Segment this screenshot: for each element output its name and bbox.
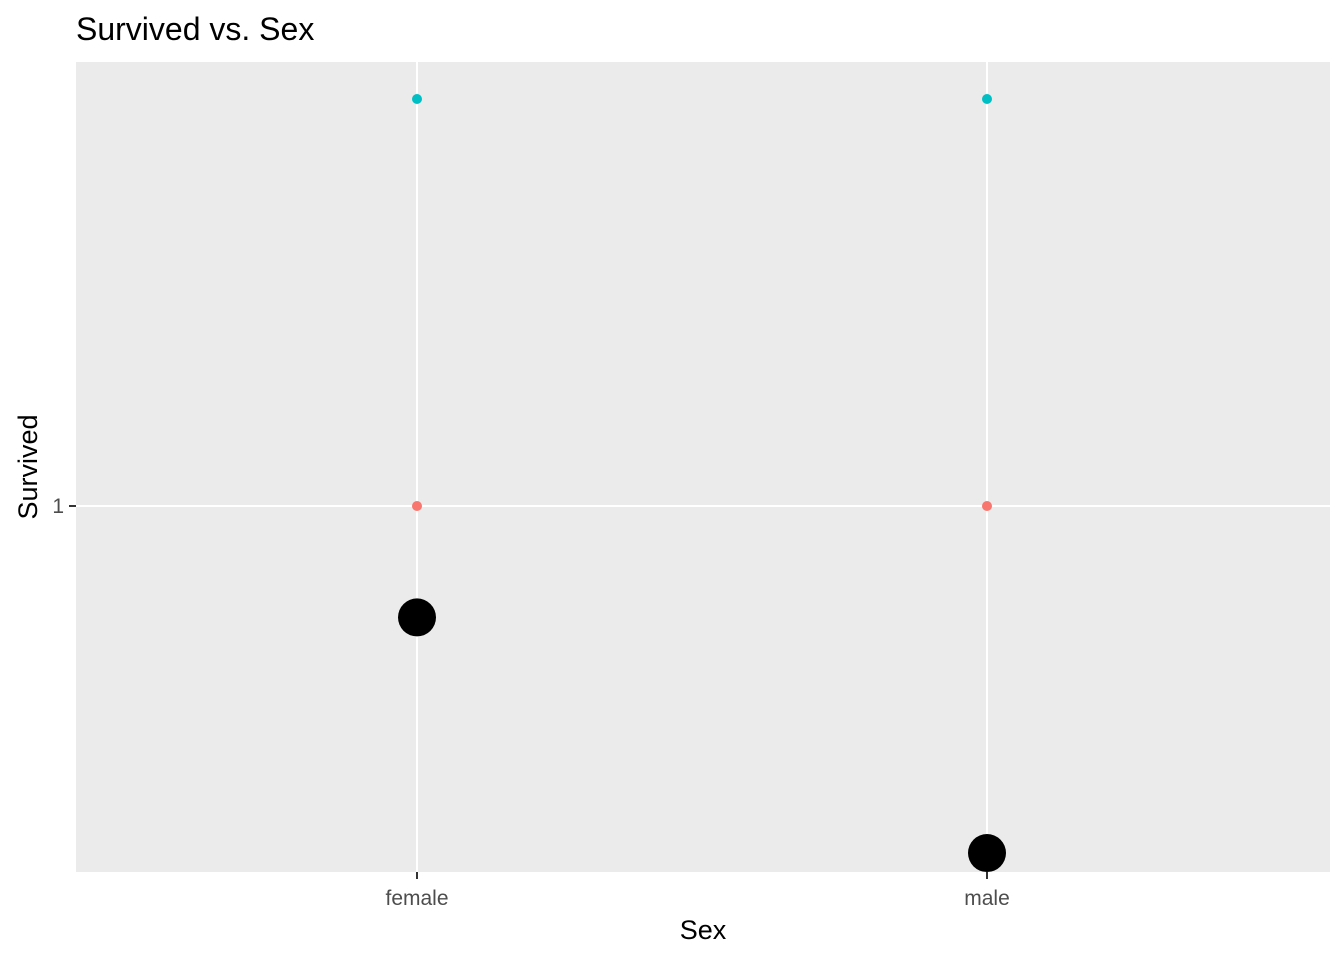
x-tick-label-female: female [385,887,448,910]
data-point-male-2 [968,834,1006,873]
plot-panel [76,62,1330,872]
data-point-female-2 [398,598,436,637]
data-point-female-1 [412,94,422,104]
y-axis-title: Survived [13,414,43,519]
data-point-male-1 [982,94,992,104]
data-points [398,94,1006,873]
x-tick-label-male: male [964,887,1010,910]
chart-title: Survived vs. Sex [76,11,314,47]
axis-ticks: female male 1 [52,495,1009,910]
x-axis-title: Sex [680,915,727,945]
data-point-female-0 [412,501,422,511]
y-tick-label-1: 1 [52,495,64,518]
data-point-male-0 [982,501,992,511]
grid-lines [76,62,1330,872]
